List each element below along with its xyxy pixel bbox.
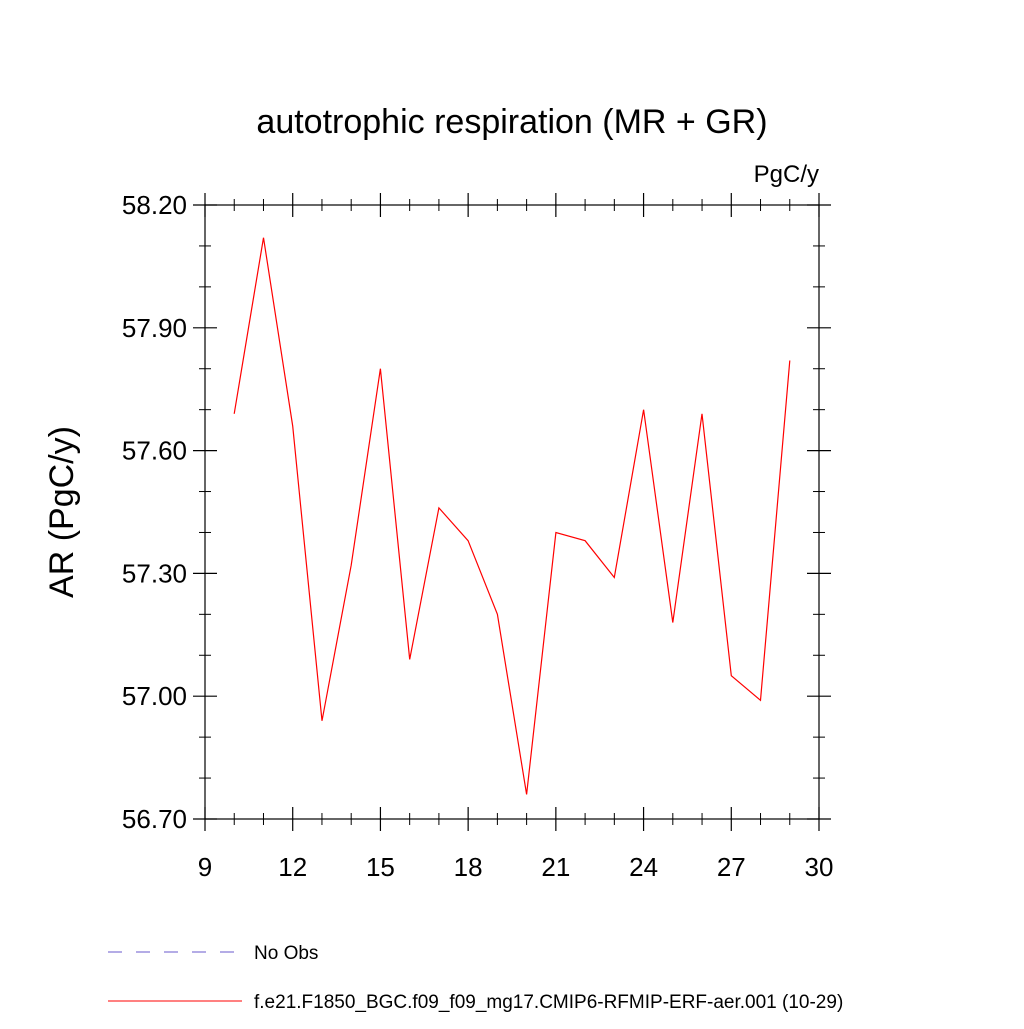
x-tick-label: 18 [454,852,483,882]
y-tick-label: 57.00 [122,681,187,711]
x-ticks: 9 12 15 18 21 24 27 30 [198,193,834,882]
y-axis-label: AR (PgC/y) [43,426,81,598]
legend-label: f.e21.F1850_BGC.f09_f09_mg17.CMIP6-RFMIP… [254,992,843,1013]
chart-title: autotrophic respiration (MR + GR) [256,103,767,141]
x-tick-label: 15 [366,852,395,882]
x-tick-label: 30 [805,852,834,882]
y-tick-label: 58.20 [122,190,187,220]
x-tick-label: 21 [541,852,570,882]
y-tick-label: 57.30 [122,558,187,588]
x-tick-label: 9 [198,852,212,882]
y-tick-label: 56.70 [122,804,187,834]
plot-frame [204,204,820,820]
series-line [233,237,791,795]
legend-label: No Obs [254,943,318,964]
units-label: PgC/y [754,161,819,188]
y-tick-label: 57.60 [122,436,187,466]
legend: No Obs f.e21.F1850_BGC.f09_f09_mg17.CMIP6… [108,943,843,1013]
series-layer [233,237,791,795]
x-tick-label: 12 [278,852,307,882]
y-tick-label: 57.90 [122,313,187,343]
x-tick-label: 24 [629,852,658,882]
y-ticks: 56.70 57.00 57.30 57.60 57.90 58.20 [122,190,831,834]
x-tick-label: 27 [717,852,746,882]
